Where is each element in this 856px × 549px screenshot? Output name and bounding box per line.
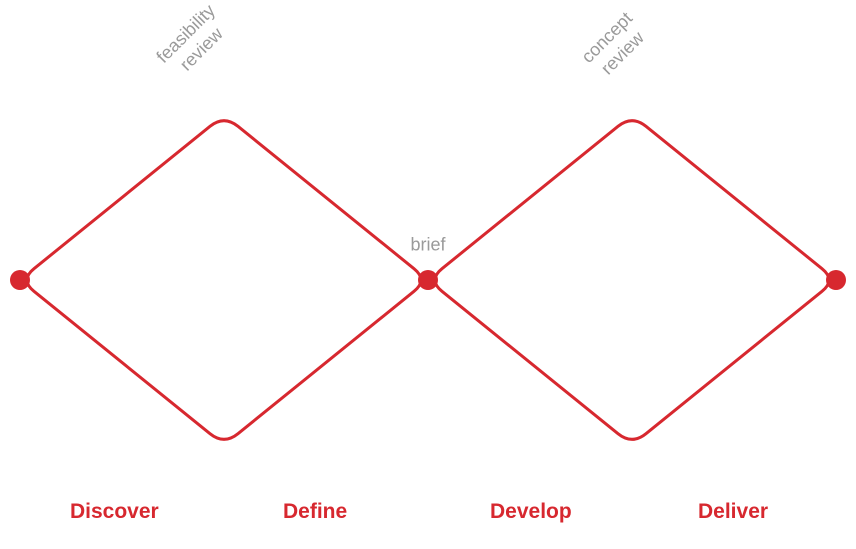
phase-label-1: Define xyxy=(283,500,347,524)
phase-label-3: Deliver xyxy=(698,500,768,524)
node-start xyxy=(10,270,30,290)
double-diamond-diagram xyxy=(0,0,856,549)
node-middle xyxy=(418,270,438,290)
phase-label-2: Develop xyxy=(490,500,572,524)
middle-label: brief xyxy=(410,234,445,256)
node-end xyxy=(826,270,846,290)
phase-label-0: Discover xyxy=(70,500,159,524)
